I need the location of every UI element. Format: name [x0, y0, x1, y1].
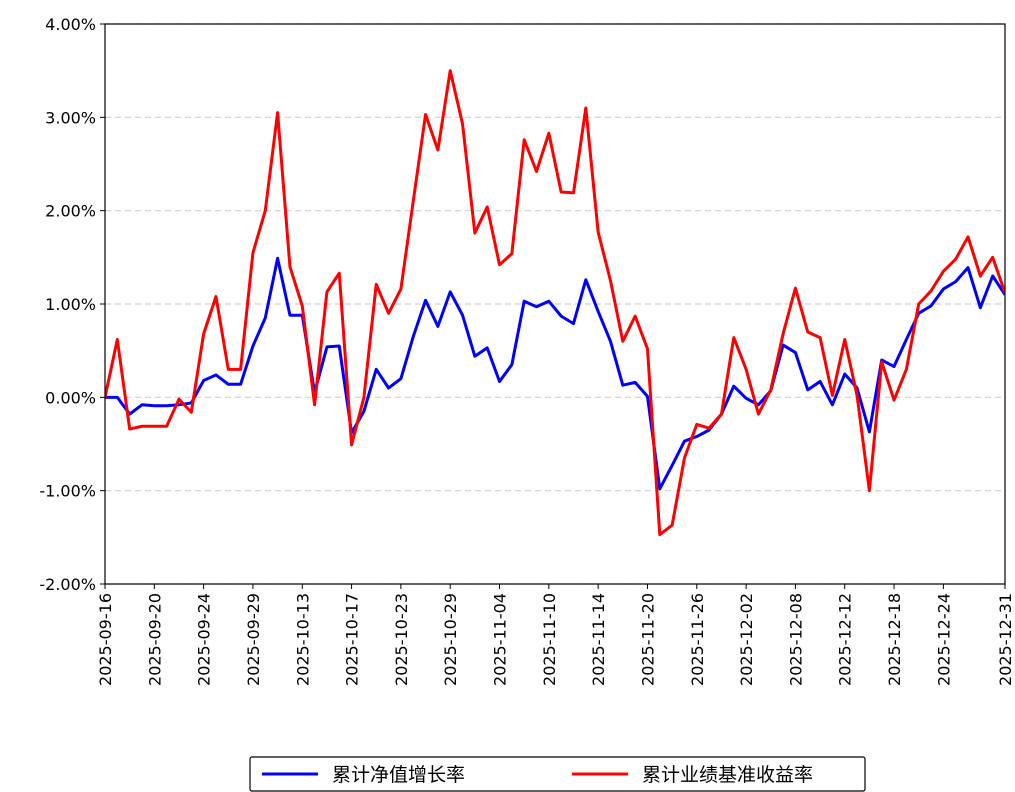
y-tick-label: -2.00% [39, 575, 96, 594]
x-tick-label: 2025-10-23 [392, 593, 411, 686]
plot-frame [104, 23, 1006, 585]
x-tick-label: 2025-09-20 [145, 593, 164, 686]
y-tick-label: -1.00% [39, 482, 96, 501]
x-tick-label: 2025-10-29 [441, 593, 460, 686]
x-tick-label: 2025-09-24 [195, 593, 214, 686]
legend-label: 累计业绩基准收益率 [642, 764, 813, 786]
legend-label: 累计净值增长率 [332, 764, 465, 786]
x-tick-label: 2025-11-10 [540, 593, 559, 686]
y-tick-label: 3.00% [45, 108, 96, 127]
x-tick-label: 2025-11-26 [688, 593, 707, 686]
y-tick-label: 2.00% [45, 202, 96, 221]
x-tick-label: 2025-12-18 [885, 593, 904, 686]
y-tick-label: 4.00% [45, 15, 96, 34]
x-tick-label: 2025-12-12 [836, 593, 855, 686]
x-tick-label: 2025-10-17 [343, 593, 362, 686]
x-tick-label: 2025-10-13 [293, 593, 312, 686]
x-tick-label: 2025-09-16 [96, 593, 115, 686]
x-tick-label: 2025-11-14 [589, 593, 608, 686]
y-tick-label: 1.00% [45, 295, 96, 314]
y-tick-label: 0.00% [45, 388, 96, 407]
legend-box [249, 756, 866, 792]
x-tick-label: 2025-12-08 [786, 593, 805, 686]
x-tick-label: 2025-12-31 [996, 593, 1015, 686]
series-line [105, 69, 1005, 537]
x-tick-label: 2025-11-20 [638, 593, 657, 686]
x-tick-label: 2025-11-04 [491, 593, 510, 686]
x-tick-label: 2025-09-29 [244, 593, 263, 686]
x-tick-label: 2025-12-02 [737, 593, 756, 686]
x-tick-label: 2025-12-24 [934, 593, 953, 686]
